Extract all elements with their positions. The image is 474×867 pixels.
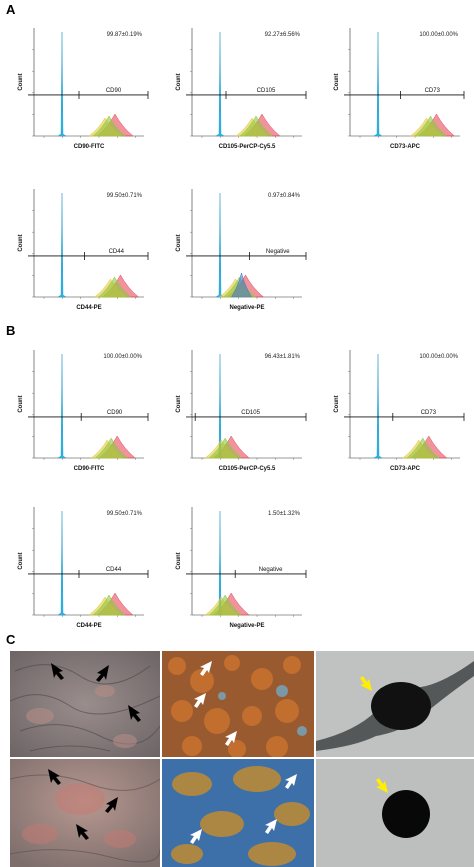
gate-label: CD44: [109, 249, 125, 255]
histogram-cd73-apc: CD73 100.00±0.00% CD73-APC Count: [330, 336, 470, 476]
panel-letter-a: A: [6, 2, 16, 17]
gate-label: CD44: [106, 567, 122, 573]
x-axis-label: CD44-PE: [76, 305, 101, 311]
y-axis-label: Count: [176, 73, 182, 90]
gate-label: CD90: [106, 88, 122, 94]
positive-percent: 99.50±0.71%: [107, 511, 143, 517]
positive-percent: 0.97±0.84%: [268, 193, 301, 199]
positive-percent: 100.00±0.00%: [419, 32, 458, 38]
arrow-icon: [190, 774, 297, 844]
control-peak: [373, 31, 383, 137]
x-axis-label: CD44-PE: [76, 623, 101, 629]
control-peak: [57, 31, 67, 137]
sample-peak: [97, 276, 132, 298]
gate-label: Negative: [259, 567, 283, 573]
sample-peak: [208, 594, 242, 616]
histogram-cd44-pe: CD44 99.50±0.71% CD44-PE Count: [14, 175, 154, 315]
arrow-icon: [48, 769, 118, 840]
x-axis-label: CD90-FITC: [74, 466, 105, 472]
control-peak: [57, 510, 67, 616]
sample-peak: [94, 437, 128, 459]
x-axis-label: Negative-PE: [229, 623, 264, 629]
y-axis-label: Count: [334, 395, 340, 412]
gate-label: CD73: [425, 88, 441, 94]
positive-percent: 99.50±0.71%: [107, 193, 143, 199]
sample-peak: [231, 272, 252, 298]
osteogenic-photo-2: [10, 759, 160, 867]
y-axis-label: Count: [18, 552, 24, 569]
y-axis-label: Count: [18, 395, 24, 412]
positive-percent: 99.87±0.19%: [107, 32, 143, 38]
y-axis-label: Count: [18, 73, 24, 90]
histogram-cd105-percp-cy5-5: CD105 92.27±6.56% CD105-PerCP-Cy5.5 Count: [172, 14, 312, 154]
positive-percent: 96.43±1.81%: [265, 354, 301, 360]
y-axis-label: Count: [18, 234, 24, 251]
y-axis-label: Count: [176, 395, 182, 412]
positive-percent: 1.50±1.32%: [268, 511, 301, 517]
control-peak: [215, 192, 225, 298]
histogram-cd105-percp-cy5-5: CD105 96.43±1.81% CD105-PerCP-Cy5.5 Count: [172, 336, 312, 476]
y-axis-label: Count: [176, 234, 182, 251]
sample-peak: [413, 115, 448, 137]
arrow-icon: [194, 661, 237, 746]
sample-peak: [406, 437, 440, 459]
adipogenic-photo-1: [162, 651, 314, 757]
histogram-negative-pe: Negative 0.97±0.84% Negative-PE Count: [172, 175, 312, 315]
arrow-icon: [51, 663, 141, 722]
adipogenic-photo-2: [162, 759, 314, 867]
arrow-icon: [360, 676, 372, 691]
x-axis-label: CD73-APC: [390, 144, 421, 150]
osteogenic-photo-1: [10, 651, 160, 757]
differentiation-photos: [10, 651, 474, 867]
x-axis-label: CD73-APC: [390, 466, 421, 472]
gate-label: CD105: [241, 410, 260, 416]
histogram-cd44-pe: CD44 99.50±0.71% CD44-PE Count: [14, 493, 154, 633]
gate-label: Negative: [266, 249, 290, 255]
gate-label: CD73: [421, 410, 437, 416]
chondrogenic-photo-2: [316, 759, 474, 867]
gate-label: CD105: [257, 88, 276, 94]
sample-peak: [92, 115, 126, 137]
x-axis-label: Negative-PE: [229, 305, 264, 311]
histogram-cd90-fitc: CD90 99.87±0.19% CD90-FITC Count: [14, 14, 154, 154]
panel-letter-b: B: [6, 323, 16, 338]
y-axis-label: Count: [176, 552, 182, 569]
control-peak: [57, 192, 67, 298]
arrow-icon: [376, 778, 388, 793]
positive-percent: 100.00±0.00%: [103, 354, 142, 360]
sample-peak: [208, 437, 242, 459]
x-axis-label: CD105-PerCP-Cy5.5: [219, 144, 276, 150]
positive-percent: 100.00±0.00%: [419, 354, 458, 360]
sample-peak: [92, 594, 126, 616]
histogram-cd90-fitc: CD90 100.00±0.00% CD90-FITC Count: [14, 336, 154, 476]
gate-label: CD90: [107, 410, 123, 416]
positive-percent: 92.27±6.56%: [265, 32, 301, 38]
panel-letter-c: C: [6, 632, 16, 647]
control-peak: [373, 353, 383, 459]
histogram-cd73-apc: CD73 100.00±0.00% CD73-APC Count: [330, 14, 470, 154]
chondrogenic-photo-1: [316, 651, 474, 757]
control-peak: [57, 353, 67, 459]
sample-peak: [239, 115, 273, 137]
control-peak: [215, 31, 225, 137]
histogram-negative-pe: Negative 1.50±1.32% Negative-PE Count: [172, 493, 312, 633]
x-axis-label: CD90-FITC: [74, 144, 105, 150]
x-axis-label: CD105-PerCP-Cy5.5: [219, 466, 276, 472]
y-axis-label: Count: [334, 73, 340, 90]
